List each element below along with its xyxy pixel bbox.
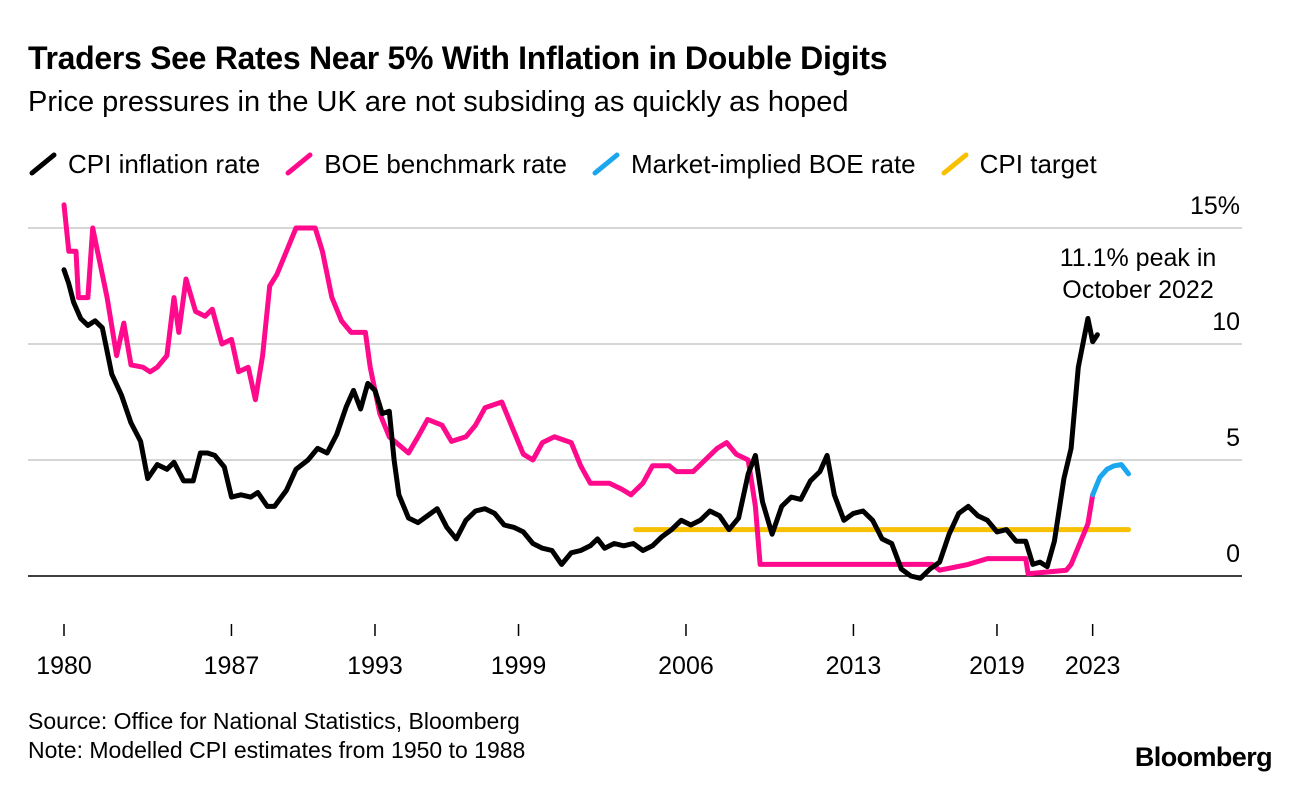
x-tick-label-2013: 2013 [826, 652, 882, 680]
legend-line-implied [592, 152, 620, 176]
legend-item-implied: Market-implied BOE rate [591, 149, 916, 180]
legend-swatch-cpi [28, 151, 60, 177]
legend-line-boe [285, 152, 313, 176]
legend-item-cpi: CPI inflation rate [28, 149, 260, 180]
x-tick-label-1999: 1999 [491, 652, 547, 680]
x-tick-label-2019: 2019 [969, 652, 1025, 680]
y-tick-label-0: 0 [1226, 540, 1240, 568]
x-tick-label-2006: 2006 [658, 652, 714, 680]
legend-line-target [941, 152, 969, 176]
footnote: Note: Modelled CPI estimates from 1950 t… [28, 737, 526, 763]
chart-plot: 15% 10 5 0 1980 1987 1993 1999 2006 2013 2019 2023 1… [28, 192, 1242, 680]
legend-swatch-boe [284, 151, 316, 177]
y-tick-label-10: 10 [1212, 308, 1240, 336]
chart-subtitle: Price pressures in the UK are not subsid… [28, 86, 849, 118]
legend-label-cpi: CPI inflation rate [68, 148, 261, 179]
annotation-line-1: 11.1% peak in [1060, 244, 1217, 272]
legend-label-implied: Market-implied BOE rate [631, 148, 916, 179]
x-tick-label-1980: 1980 [36, 652, 92, 680]
legend-item-boe: BOE benchmark rate [284, 149, 567, 180]
legend-swatch-implied [591, 151, 623, 177]
x-tick-label-1987: 1987 [204, 652, 260, 680]
legend-line-cpi [29, 152, 57, 176]
legend-item-target: CPI target [940, 149, 1097, 180]
annotation-line-2: October 2022 [1062, 276, 1214, 304]
chart-title: Traders See Rates Near 5% With Inflation… [28, 40, 888, 76]
x-tick-label-1993: 1993 [347, 652, 403, 680]
y-tick-label-5: 5 [1226, 424, 1240, 452]
series-line-boe [61, 202, 1096, 577]
legend-swatch-target [940, 151, 972, 177]
legend-label-target: CPI target [979, 148, 1097, 179]
series-line-cpi [61, 267, 1100, 581]
legend-label-boe: BOE benchmark rate [324, 148, 567, 179]
source-note: Source: Office for National Statistics, … [28, 708, 520, 734]
bloomberg-logo: Bloomberg [1134, 742, 1273, 772]
legend: CPI inflation rate BOE benchmark rate Ma… [28, 146, 1121, 182]
x-tick-label-2023: 2023 [1065, 652, 1121, 680]
y-tick-label-15: 15% [1190, 192, 1240, 220]
series-line-implied [1090, 462, 1131, 498]
